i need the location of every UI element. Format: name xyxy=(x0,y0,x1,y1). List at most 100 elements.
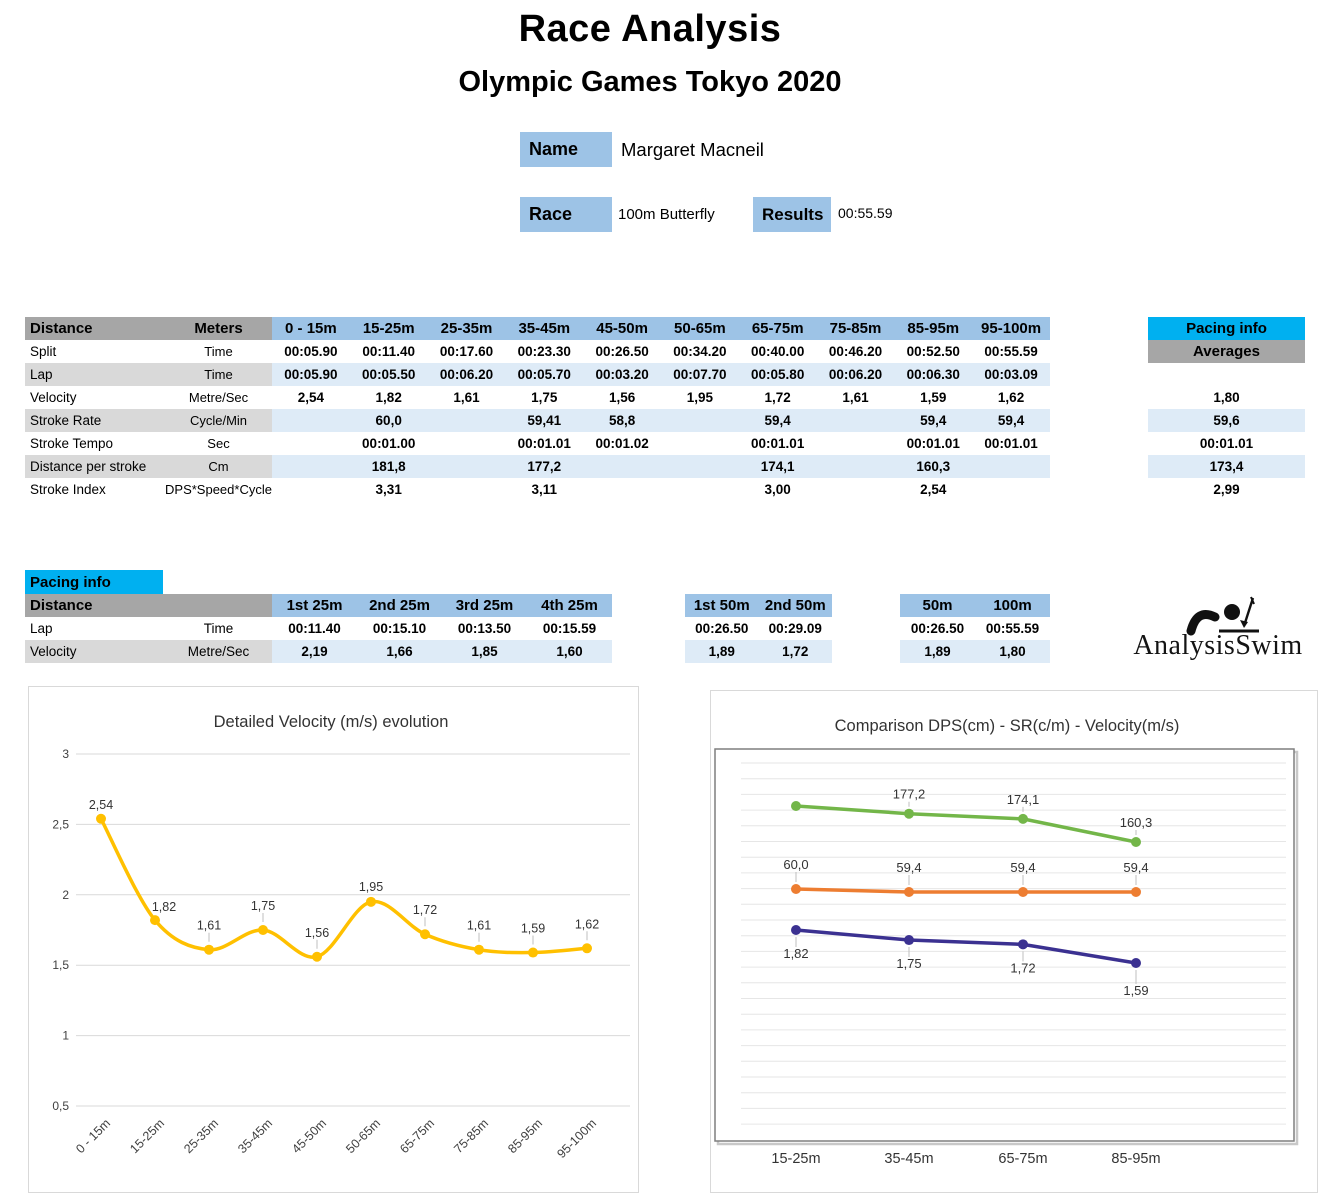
main-table-cell: 3,00 xyxy=(764,482,791,497)
main-table-cell: 00:46.20 xyxy=(828,344,883,359)
data-label: 1,61 xyxy=(197,919,221,933)
main-table-cell: 1,75 xyxy=(531,390,558,405)
main-table-cell xyxy=(427,409,506,432)
x-category-label: 0 - 15m xyxy=(73,1116,113,1156)
pacing-lap-cell: 00:55.59 xyxy=(985,621,1040,636)
main-table-row-unit: Metre/Sec xyxy=(188,390,249,405)
main-table-column-header: 65-75m xyxy=(738,317,817,340)
pacing-lap-cell: 00:29.09 xyxy=(768,621,822,636)
main-table-cell: 00:34.20 xyxy=(673,344,727,359)
pacing-row-label: Velocity xyxy=(25,640,165,663)
data-label: 1,56 xyxy=(305,926,329,940)
main-table-cell xyxy=(272,409,350,432)
data-point xyxy=(204,944,214,955)
x-category-label: 35-45m xyxy=(884,1151,933,1167)
main-table-cell: 2,54 xyxy=(297,390,325,405)
main-table-row-unit: DPS*Speed*Cycle xyxy=(165,482,272,497)
pacing-column-header: 50m xyxy=(900,594,975,617)
main-table-cell xyxy=(272,455,350,478)
average-value: 173,4 xyxy=(1148,455,1305,478)
averages-panel: Pacing info Averages 1,80 59,6 00:01.01 173,4… xyxy=(1148,317,1305,501)
main-table-cell: 00:26.50 xyxy=(595,344,649,359)
main-table-column-header: 15-25m xyxy=(349,317,428,340)
main-table-cell xyxy=(661,478,739,501)
main-table-cell: 00:52.50 xyxy=(906,344,960,359)
x-category-label: 25-35m xyxy=(181,1116,221,1156)
main-table-cell: 00:06.30 xyxy=(894,363,973,386)
pacing-column-header: 3rd 25m xyxy=(442,594,527,617)
average-value: 1,80 xyxy=(1213,390,1240,405)
main-table-cell xyxy=(428,432,506,455)
main-table-column-header: 50-65m xyxy=(660,317,739,340)
data-label: 1,95 xyxy=(359,880,383,894)
y-tick-label: 1 xyxy=(62,1029,69,1043)
results-value: 00:55.59 xyxy=(838,204,893,221)
pacing-lap-cell: 00:26.50 xyxy=(695,621,749,636)
main-table-cell xyxy=(583,455,661,478)
data-label: 1,61 xyxy=(467,919,491,933)
pacing-row-unit: Time xyxy=(203,621,234,636)
data-point xyxy=(791,801,801,811)
main-table-cell: 00:05.80 xyxy=(738,363,817,386)
data-point xyxy=(1131,836,1141,847)
main-table-cell xyxy=(272,432,350,455)
y-tick-label: 3 xyxy=(62,747,69,761)
main-table-row-label: Distance per stroke xyxy=(25,455,165,478)
main-table-cell: 174,1 xyxy=(738,455,817,478)
main-table-column-header: 45-50m xyxy=(583,317,661,340)
main-table-cell: 1,61 xyxy=(842,390,869,405)
data-label: 1,82 xyxy=(152,900,176,914)
data-point xyxy=(904,808,914,819)
pacing-column-header: 2nd 25m xyxy=(357,594,442,617)
pacing-lap-cell: 00:11.40 xyxy=(288,621,341,636)
main-table-cell xyxy=(583,478,661,501)
pacing-column-header: 100m xyxy=(975,594,1050,617)
main-table-cell: 00:11.40 xyxy=(362,344,415,359)
pacing-velocity-cell: 1,89 xyxy=(685,640,759,663)
page-subtitle: Olympic Games Tokyo 2020 xyxy=(458,66,842,98)
pacing-velocity-cell: 1,72 xyxy=(758,640,832,663)
pacing-distance-header: Distance xyxy=(25,594,272,617)
main-table-corner-meters: Meters xyxy=(165,317,272,340)
main-table-cell: 00:01.00 xyxy=(362,436,416,451)
main-table-cell xyxy=(272,478,350,501)
main-table-row-unit: Cycle/Min xyxy=(165,409,272,432)
average-value: 59,6 xyxy=(1148,409,1305,432)
pacing-lap-cell: 00:15.59 xyxy=(542,621,597,636)
main-table-cell: 1,72 xyxy=(764,390,791,405)
main-table-cell: 00:05.90 xyxy=(272,363,350,386)
main-table-row-label: Stroke Rate xyxy=(25,409,165,432)
pacing-table: Pacing info Distance Lap Time Velocity Metre/… xyxy=(25,570,1055,665)
x-category-label: 85-95m xyxy=(505,1116,545,1156)
x-category-label: 15-25m xyxy=(127,1116,167,1156)
data-point xyxy=(791,884,801,894)
y-tick-label: 0,5 xyxy=(52,1099,69,1113)
main-table-row-unit: Time xyxy=(165,363,272,386)
race-field-label: Race xyxy=(520,197,612,232)
main-table-cell: 00:06.20 xyxy=(427,363,506,386)
pacing-column-header: 4th 25m xyxy=(527,594,612,617)
main-table-column-header: 95-100m xyxy=(972,317,1050,340)
data-label: 160,3 xyxy=(1120,815,1153,830)
swimmer-icon xyxy=(1186,596,1259,636)
main-table-column-header: 35-45m xyxy=(505,317,584,340)
data-label: 60,0 xyxy=(783,857,808,872)
series-line xyxy=(794,804,1138,844)
x-category-label: 75-85m xyxy=(451,1116,491,1156)
data-point xyxy=(1018,939,1028,950)
main-table-cell: 1,95 xyxy=(686,390,714,405)
pacing-column-header: 2nd 50m xyxy=(758,594,832,617)
data-label: 1,62 xyxy=(575,917,599,931)
main-table-cell xyxy=(817,432,895,455)
data-label: 59,4 xyxy=(1123,860,1148,875)
data-point xyxy=(528,947,538,958)
pacing-velocity-cell: 1,89 xyxy=(900,640,975,663)
main-table-cell: 00:05.90 xyxy=(284,344,338,359)
main-table-cell xyxy=(817,478,895,501)
data-point xyxy=(96,813,106,824)
page-title: Race Analysis xyxy=(518,8,782,50)
averages-subtitle: Averages xyxy=(1148,340,1305,363)
data-point xyxy=(150,915,160,926)
data-point xyxy=(904,887,914,897)
pacing-lap-cell: 00:15.10 xyxy=(372,621,427,636)
